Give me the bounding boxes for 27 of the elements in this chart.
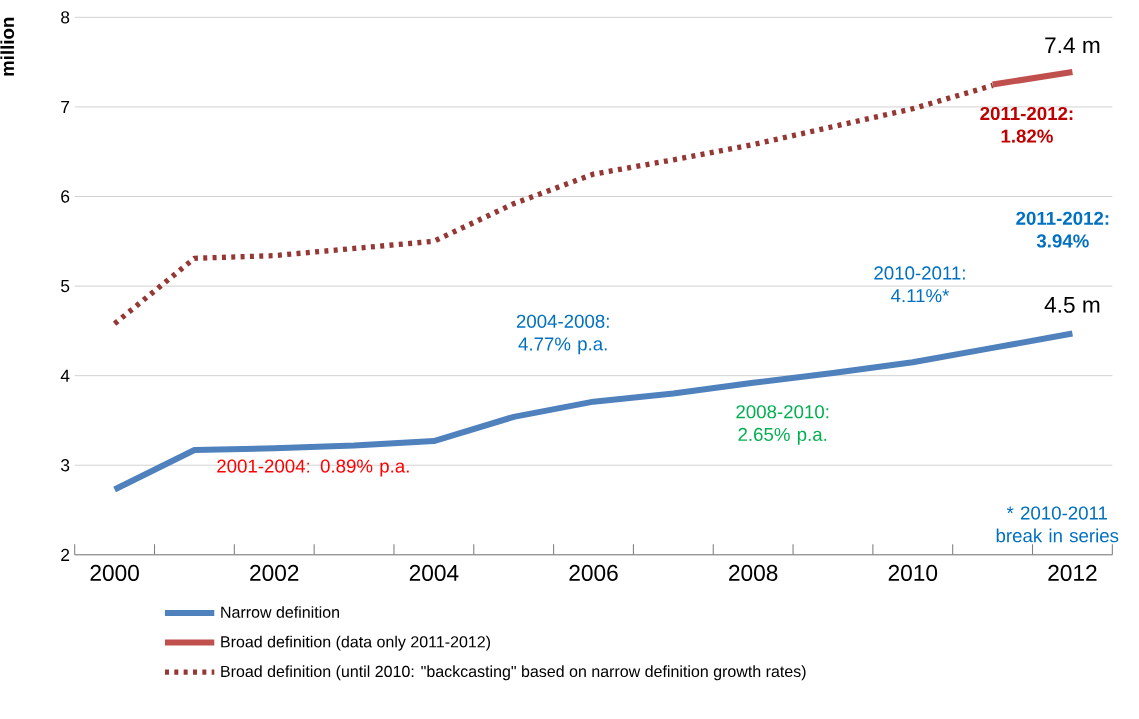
x-tick-label: 2012 [1048, 564, 1097, 581]
annotation: * 2010-2011 break in series [996, 506, 1119, 543]
legend-label: Broad definition (until 2010: "backcasting" based on narrow definition growth rates) [221, 665, 806, 681]
x-tick-label: 2004 [409, 564, 459, 581]
x-tick-label: 2002 [250, 564, 299, 581]
x-tick-label: 2010 [888, 564, 938, 581]
x-tick-label: 2008 [729, 564, 778, 581]
y-tick-label: 4 [60, 369, 70, 382]
annotation: 7.4 m [1045, 37, 1100, 54]
y-tick-label: 2 [61, 548, 70, 561]
legend-label: Narrow definition [221, 606, 339, 618]
x-tick-label: 2006 [569, 564, 618, 581]
annotation: 2011-2012: 1.82% [980, 106, 1073, 143]
y-tick-label: 5 [61, 280, 70, 293]
x-tick-label: 2000 [90, 564, 139, 581]
y-tick-label: 3 [61, 459, 70, 472]
annotation: 2004-2008: 4.77% p.a. [516, 314, 609, 355]
annotation: 4.5 m [1044, 297, 1100, 313]
annotation: 2008-2010: 2.65% p.a. [736, 405, 829, 445]
y-axis-title: million [0, 17, 15, 76]
y-tick-label: 8 [61, 11, 70, 24]
y-tick-label: 7 [61, 101, 70, 113]
annotation: 2001-2004: 0.89% p.a. [217, 459, 409, 477]
y-tick-label: 6 [61, 190, 70, 203]
legend-label: Broad definition (data only 2011-2012) [221, 635, 491, 651]
annotation: 2010-2011: 4.11%* [874, 266, 965, 303]
annotation: 2011-2012: 3.94% [1016, 211, 1109, 248]
